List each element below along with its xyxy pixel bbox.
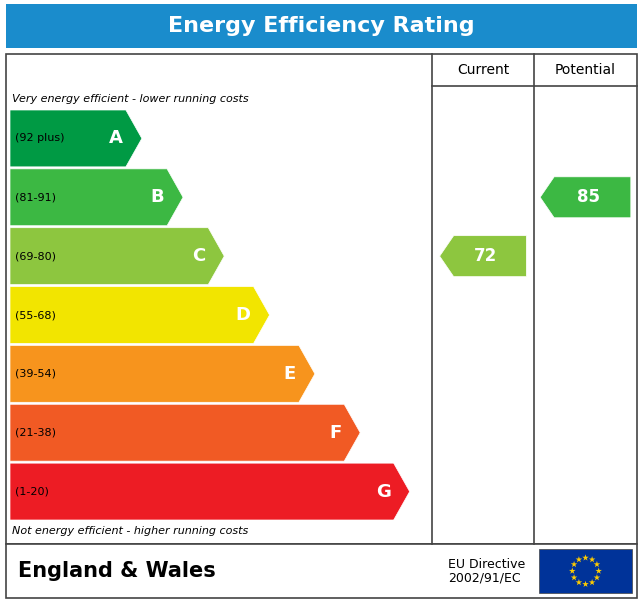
- Text: (69-80): (69-80): [15, 251, 56, 261]
- Text: (55-68): (55-68): [15, 310, 56, 320]
- Bar: [6, 544, 637, 598]
- Text: D: D: [235, 306, 251, 324]
- Text: Potential: Potential: [555, 63, 616, 77]
- Text: B: B: [150, 188, 164, 206]
- Bar: [6, 4, 637, 48]
- Polygon shape: [10, 287, 269, 343]
- Polygon shape: [589, 556, 595, 562]
- Bar: [6, 54, 637, 544]
- Text: (1-20): (1-20): [15, 486, 49, 497]
- Text: 2002/91/EC: 2002/91/EC: [448, 571, 521, 585]
- Text: EU Directive: EU Directive: [448, 557, 525, 571]
- Bar: [539, 549, 632, 593]
- Polygon shape: [440, 235, 527, 276]
- Polygon shape: [595, 568, 602, 574]
- Text: (39-54): (39-54): [15, 369, 56, 379]
- Text: (92 plus): (92 plus): [15, 134, 64, 143]
- Polygon shape: [10, 110, 142, 167]
- Text: (81-91): (81-91): [15, 192, 56, 202]
- Text: Not energy efficient - higher running costs: Not energy efficient - higher running co…: [12, 526, 248, 536]
- Polygon shape: [10, 405, 360, 461]
- Polygon shape: [10, 463, 410, 520]
- Polygon shape: [575, 579, 582, 585]
- Text: 72: 72: [474, 247, 498, 265]
- Text: Energy Efficiency Rating: Energy Efficiency Rating: [168, 16, 475, 36]
- Polygon shape: [582, 554, 589, 560]
- Text: (21-38): (21-38): [15, 427, 56, 438]
- Text: A: A: [109, 129, 123, 147]
- Text: Current: Current: [457, 63, 509, 77]
- Polygon shape: [569, 568, 575, 574]
- Text: C: C: [192, 247, 205, 265]
- Text: G: G: [376, 483, 391, 501]
- Text: Very energy efficient - lower running costs: Very energy efficient - lower running co…: [12, 94, 249, 104]
- Polygon shape: [540, 177, 631, 218]
- Polygon shape: [571, 574, 577, 580]
- Polygon shape: [10, 346, 315, 402]
- Polygon shape: [593, 561, 600, 567]
- Polygon shape: [589, 579, 595, 585]
- Polygon shape: [10, 169, 183, 226]
- Polygon shape: [593, 574, 600, 580]
- Text: F: F: [329, 424, 341, 442]
- Text: E: E: [284, 365, 296, 383]
- Text: England & Wales: England & Wales: [18, 561, 216, 581]
- Polygon shape: [582, 581, 589, 587]
- Polygon shape: [10, 228, 224, 285]
- Polygon shape: [575, 556, 582, 562]
- Polygon shape: [571, 561, 577, 567]
- Text: 85: 85: [577, 188, 600, 206]
